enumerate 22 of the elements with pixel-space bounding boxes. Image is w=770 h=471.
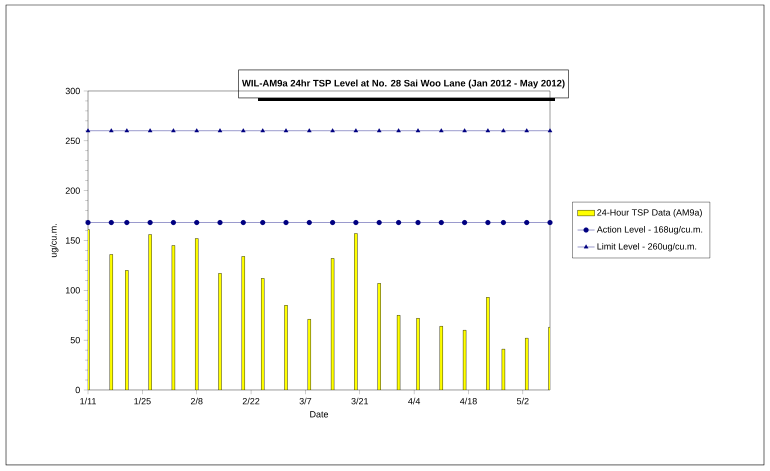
x-tick-label: 4/18 — [460, 398, 477, 404]
x-tick-label: 4/4 — [408, 398, 420, 404]
legend-label: Action Level - 168ug/cu.m. — [596, 226, 702, 234]
x-tick-label: 2/22 — [242, 398, 260, 404]
x-tick-label: 2/8 — [190, 398, 203, 404]
x-tick-label: 1/11 — [80, 398, 96, 404]
y-tick-label: 200 — [66, 187, 80, 194]
y-tick-label: 0 — [76, 386, 80, 394]
chart-title: WIL-AM9a 24hr TSP Level at No. 28 Sai Woo Lane (Jan 2012 - May 2012) — [242, 80, 565, 88]
x-tick-label: 5/2 — [516, 398, 529, 404]
y-tick-label: 100 — [66, 287, 80, 294]
legend-label: 24-Hour TSP Data (AM9a) — [597, 209, 702, 218]
y-tick-label: 50 — [70, 336, 80, 344]
x-tick-label: 3/7 — [300, 398, 312, 404]
x-tick-label: 3/21 — [351, 398, 368, 404]
y-tick-label: 250 — [66, 138, 80, 144]
legend-label: Limit Level - 260ug/cu.m. — [598, 242, 696, 252]
x-tick-label: 1/25 — [134, 398, 151, 404]
y-tick-label: 300 — [66, 88, 80, 94]
x-axis-title: Date — [310, 411, 328, 418]
y-axis-title: ug/cu.m. — [50, 224, 58, 258]
y-tick-label: 150 — [66, 237, 80, 244]
